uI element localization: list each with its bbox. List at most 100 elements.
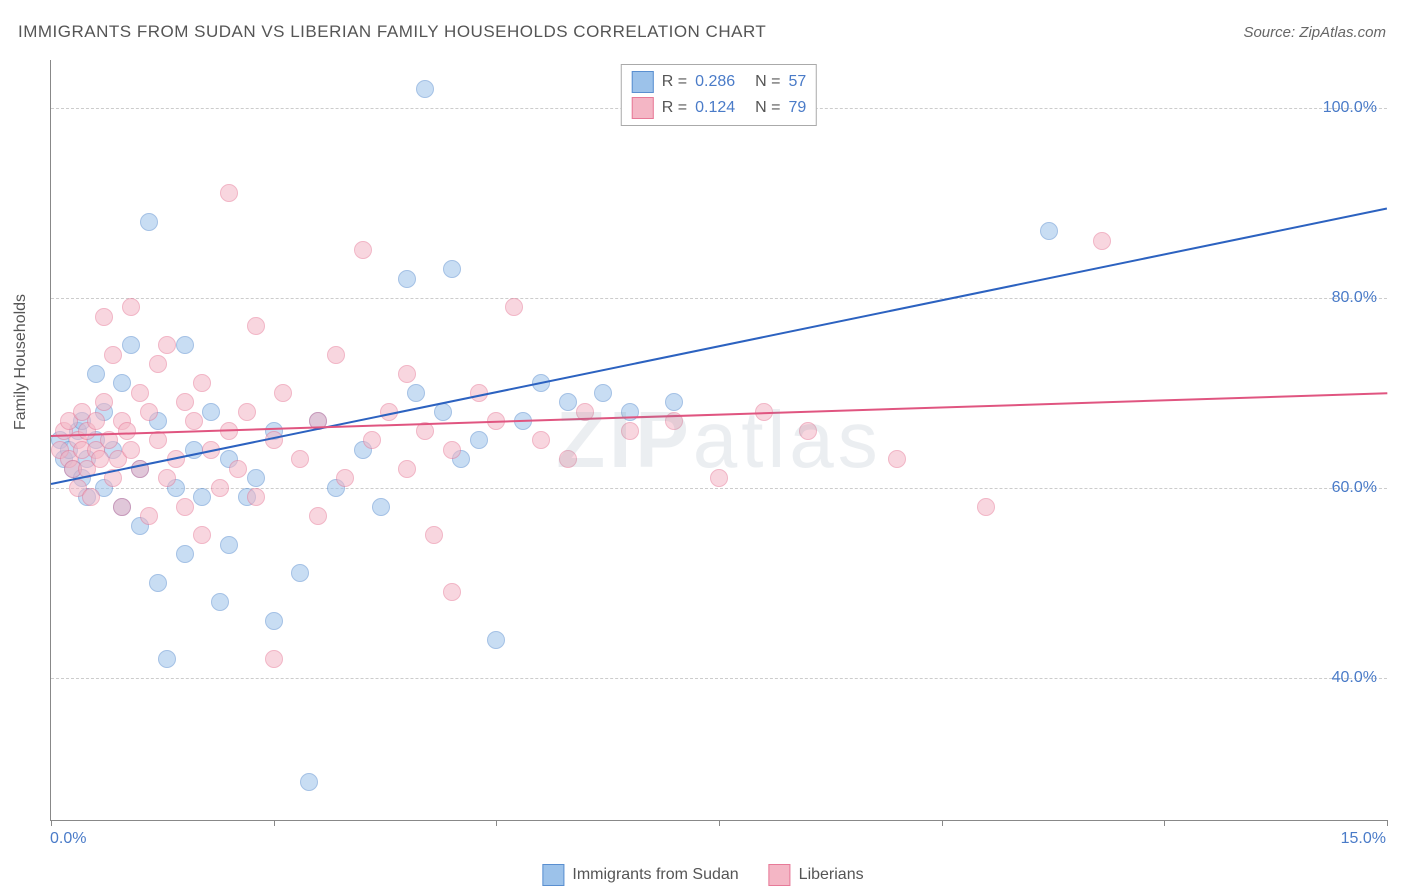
data-point	[118, 422, 136, 440]
data-point	[95, 308, 113, 326]
data-point	[140, 403, 158, 421]
data-point	[559, 450, 577, 468]
legend-bottom-item: Liberians	[769, 864, 864, 886]
n-value: 57	[788, 73, 806, 91]
data-point	[665, 393, 683, 411]
data-point	[149, 574, 167, 592]
data-point	[559, 393, 577, 411]
x-tick	[1164, 820, 1165, 826]
data-point	[274, 384, 292, 402]
r-label: R =	[662, 99, 687, 117]
data-point	[710, 469, 728, 487]
data-point	[621, 422, 639, 440]
x-tick	[274, 820, 275, 826]
data-point	[372, 498, 390, 516]
data-point	[202, 403, 220, 421]
data-point	[398, 270, 416, 288]
n-value: 79	[788, 99, 806, 117]
data-point	[265, 612, 283, 630]
data-point	[443, 441, 461, 459]
x-tick	[942, 820, 943, 826]
data-point	[95, 393, 113, 411]
data-point	[505, 298, 523, 316]
data-point	[122, 298, 140, 316]
x-tick	[719, 820, 720, 826]
data-point	[104, 346, 122, 364]
n-label: N =	[755, 99, 780, 117]
data-point	[291, 564, 309, 582]
chart-title: IMMIGRANTS FROM SUDAN VS LIBERIAN FAMILY…	[18, 22, 766, 42]
y-tick-label: 100.0%	[1323, 99, 1377, 117]
data-point	[220, 536, 238, 554]
data-point	[158, 650, 176, 668]
data-point	[158, 336, 176, 354]
x-tick	[1387, 820, 1388, 826]
data-point	[247, 488, 265, 506]
data-point	[211, 593, 229, 611]
data-point	[238, 403, 256, 421]
data-point	[176, 545, 194, 563]
data-point	[888, 450, 906, 468]
x-axis-max-label: 15.0%	[1341, 830, 1386, 848]
data-point	[265, 650, 283, 668]
data-point	[122, 441, 140, 459]
data-point	[487, 631, 505, 649]
data-point	[176, 393, 194, 411]
source-attribution: Source: ZipAtlas.com	[1243, 24, 1386, 41]
data-point	[220, 184, 238, 202]
data-point	[193, 526, 211, 544]
data-point	[140, 213, 158, 231]
y-axis-label: Family Households	[12, 294, 30, 430]
legend-swatch	[632, 71, 654, 93]
legend-top-row: R = 0.124 N = 79	[632, 95, 806, 121]
data-point	[140, 507, 158, 525]
y-tick-label: 80.0%	[1332, 289, 1377, 307]
data-point	[1093, 232, 1111, 250]
x-tick	[496, 820, 497, 826]
legend-swatch	[769, 864, 791, 886]
data-point	[309, 507, 327, 525]
data-point	[416, 80, 434, 98]
legend-top-row: R = 0.286 N = 57	[632, 69, 806, 95]
data-point	[91, 450, 109, 468]
scatter-plot-area: ZIPatlas R =0.286N =57R =0.124N =79 40.0…	[50, 60, 1387, 821]
legend-top-box: R = 0.286 N = 57 R = 0.124 N = 79	[621, 64, 817, 126]
data-point	[87, 365, 105, 383]
data-point	[470, 431, 488, 449]
legend-swatch	[542, 864, 564, 886]
legend-swatch	[632, 97, 654, 119]
data-point	[327, 346, 345, 364]
data-point	[247, 317, 265, 335]
data-point	[158, 469, 176, 487]
legend-label: Immigrants from Sudan	[572, 866, 738, 884]
r-value: 0.286	[695, 73, 747, 91]
r-label: R =	[662, 73, 687, 91]
data-point	[176, 498, 194, 516]
data-point	[229, 460, 247, 478]
data-point	[977, 498, 995, 516]
data-point	[247, 469, 265, 487]
legend-bottom-item: Immigrants from Sudan	[542, 864, 738, 886]
data-point	[122, 336, 140, 354]
y-tick-label: 40.0%	[1332, 669, 1377, 687]
legend-label: Liberians	[799, 866, 864, 884]
data-point	[443, 260, 461, 278]
data-point	[149, 355, 167, 373]
data-point	[398, 460, 416, 478]
data-point	[113, 374, 131, 392]
x-axis-min-label: 0.0%	[50, 830, 86, 848]
data-point	[1040, 222, 1058, 240]
data-point	[354, 241, 372, 259]
data-point	[594, 384, 612, 402]
r-value: 0.124	[695, 99, 747, 117]
data-point	[398, 365, 416, 383]
x-tick	[51, 820, 52, 826]
data-point	[300, 773, 318, 791]
data-point	[532, 431, 550, 449]
data-point	[193, 374, 211, 392]
n-label: N =	[755, 73, 780, 91]
data-point	[87, 412, 105, 430]
legend-bottom: Immigrants from Sudan Liberians	[542, 864, 863, 886]
data-point	[799, 422, 817, 440]
data-point	[443, 583, 461, 601]
